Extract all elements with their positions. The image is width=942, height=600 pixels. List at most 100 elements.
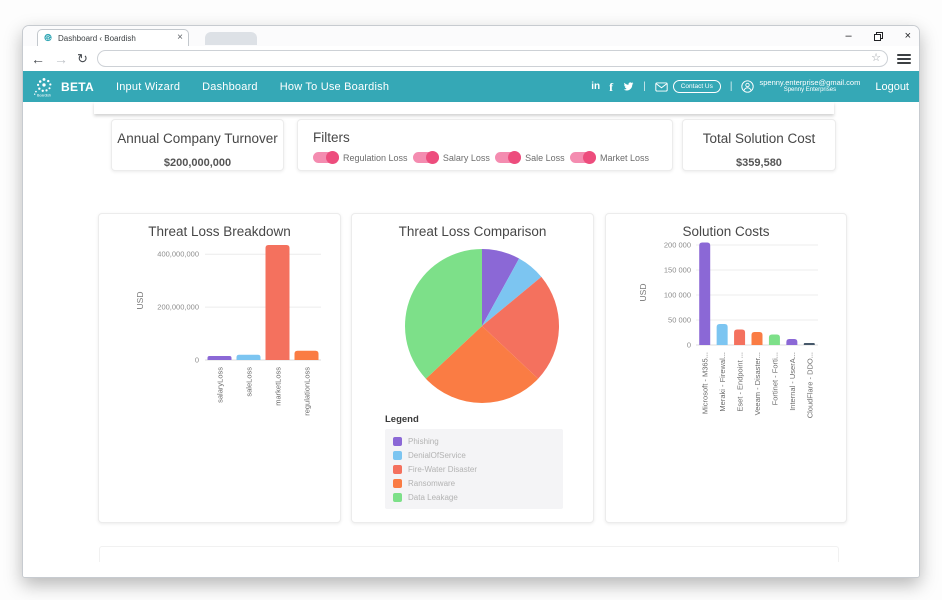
svg-text:saleLoss: saleLoss bbox=[245, 367, 254, 397]
svg-text:Eset - Endpoint ...: Eset - Endpoint ... bbox=[736, 352, 745, 412]
contact-us-button[interactable]: Contact Us bbox=[655, 80, 721, 93]
svg-text:Fortinet - Forti...: Fortinet - Forti... bbox=[770, 352, 779, 405]
forward-icon[interactable]: → bbox=[54, 50, 68, 67]
svg-text:USD: USD bbox=[135, 292, 145, 310]
reload-icon[interactable]: ↻ bbox=[77, 50, 88, 66]
browser-tab-bar: Dashboard ‹ Boardish × – × bbox=[23, 26, 919, 46]
browser-window: Dashboard ‹ Boardish × – × ← → ↻ ☆ bbox=[22, 25, 920, 578]
pie-legend: Legend Phishing DenialOfService Fire-Water… bbox=[385, 414, 563, 509]
nav-link-input-wizard[interactable]: Input Wizard bbox=[115, 80, 181, 93]
legend-title: Legend bbox=[385, 414, 419, 425]
solution-costs-chart: 0 50 000 100 000 150 000 200 000 USD Microsoft… bbox=[638, 241, 818, 418]
legend-item: Fire-Water Disaster bbox=[393, 462, 555, 476]
subheader-strip bbox=[94, 102, 834, 114]
linkedin-icon[interactable]: in bbox=[591, 80, 601, 92]
total-cost-title: Total Solution Cost bbox=[702, 131, 816, 146]
svg-text:USD: USD bbox=[638, 284, 648, 302]
user-avatar-icon bbox=[741, 80, 755, 93]
tab-close-icon[interactable]: × bbox=[177, 32, 183, 43]
svg-text:0: 0 bbox=[687, 341, 691, 350]
legend-item: Data Leakage bbox=[393, 490, 555, 504]
filter-salary-loss: Salary Loss bbox=[412, 151, 490, 164]
twitter-icon[interactable] bbox=[622, 81, 634, 92]
svg-text:50 000: 50 000 bbox=[668, 316, 691, 325]
svg-text:salaryLoss: salaryLoss bbox=[216, 367, 225, 403]
legend-label: Phishing bbox=[408, 436, 439, 446]
logout-link[interactable]: Logout bbox=[875, 80, 909, 93]
address-bar[interactable]: ☆ bbox=[96, 50, 888, 67]
filter-regulation-loss: Regulation Loss bbox=[313, 151, 408, 164]
beta-badge: BETA bbox=[61, 79, 94, 94]
legend-box: Phishing DenialOfService Fire-Water Disast… bbox=[385, 429, 563, 509]
sale-loss-toggle[interactable] bbox=[495, 151, 522, 164]
browser-menu-icon[interactable] bbox=[897, 53, 911, 64]
browser-toolbar: ← → ↻ ☆ bbox=[23, 46, 919, 71]
contact-us-label: Contact Us bbox=[672, 80, 721, 93]
threat-loss-breakdown-card: Threat Loss Breakdown 0 200,000,000 400,00… bbox=[98, 213, 341, 523]
threat-loss-breakdown-chart: 0 200,000,000 400,000,000 USD salaryLoss sale… bbox=[135, 244, 321, 416]
threat-loss-comparison-card: Threat Loss Comparison Legend Phishing De… bbox=[351, 213, 594, 523]
separator: | bbox=[729, 81, 733, 92]
market-loss-toggle[interactable] bbox=[569, 151, 596, 164]
svg-text:marketLoss: marketLoss bbox=[274, 367, 283, 406]
nav-link-dashboard[interactable]: Dashboard bbox=[202, 80, 258, 93]
legend-swatch bbox=[393, 464, 402, 474]
svg-text:CloudFlare - DDO...: CloudFlare - DDO... bbox=[805, 352, 814, 418]
mail-icon bbox=[655, 81, 668, 92]
legend-label: DenialOfService bbox=[408, 450, 466, 460]
svg-text:Boardish: Boardish bbox=[37, 93, 51, 97]
restore-icon[interactable] bbox=[873, 31, 883, 41]
separator: | bbox=[643, 81, 646, 92]
legend-label: Data Leakage bbox=[408, 492, 458, 502]
dashboard-page: Annual Company Turnover $200,000,000 Fil… bbox=[23, 102, 919, 577]
svg-text:400,000,000: 400,000,000 bbox=[157, 250, 199, 259]
browser-tab[interactable]: Dashboard ‹ Boardish × bbox=[37, 29, 189, 46]
solution-costs-card: Solution Costs 0 50 000 100 000 150 000 200 … bbox=[605, 213, 847, 523]
nav-link-how-to-use[interactable]: How To Use Boardish bbox=[279, 80, 390, 93]
svg-text:Microsoft - M365...: Microsoft - M365... bbox=[701, 352, 710, 414]
scrolled-out-card-edge bbox=[99, 546, 839, 562]
filters-title: Filters bbox=[313, 130, 350, 145]
facebook-icon[interactable]: f bbox=[609, 79, 614, 94]
filter-sale-loss: Sale Loss bbox=[495, 151, 565, 164]
threat-loss-breakdown-title: Threat Loss Breakdown bbox=[148, 224, 291, 239]
legend-item: Phishing bbox=[393, 434, 555, 448]
legend-label: Fire-Water Disaster bbox=[408, 464, 478, 474]
solution-costs-title: Solution Costs bbox=[682, 224, 770, 239]
window-controls: – × bbox=[845, 27, 911, 45]
user-account[interactable]: spenny.enterprise@gmail.com Spenny Enter… bbox=[741, 78, 860, 94]
annual-turnover-card: Annual Company Turnover $200,000,000 bbox=[111, 119, 284, 171]
annual-turnover-title: Annual Company Turnover bbox=[117, 131, 278, 146]
navbar-right: in f | Contact Us | bbox=[591, 78, 909, 94]
legend-swatch bbox=[393, 450, 402, 460]
salary-loss-toggle[interactable] bbox=[412, 151, 439, 164]
user-texts: spenny.enterprise@gmail.com Spenny Enter… bbox=[759, 78, 860, 94]
filter-market-loss: Market Loss bbox=[569, 151, 649, 164]
threat-loss-comparison-title: Threat Loss Comparison bbox=[398, 224, 547, 239]
brand[interactable]: Boardish BETA bbox=[33, 76, 94, 98]
filters-card: Filters Regulation Loss Salary Loss Sale… bbox=[297, 119, 673, 171]
bookmark-star-icon[interactable]: ☆ bbox=[871, 52, 881, 64]
regulation-loss-toggle[interactable] bbox=[313, 151, 339, 164]
threat-loss-comparison-pie bbox=[405, 249, 559, 403]
total-cost-value: $359,580 bbox=[736, 157, 782, 169]
back-icon[interactable]: ← bbox=[31, 50, 45, 67]
window-close-icon[interactable]: × bbox=[904, 29, 911, 42]
legend-swatch bbox=[393, 492, 402, 502]
tab-title: Dashboard ‹ Boardish bbox=[58, 33, 136, 43]
svg-text:regulationLoss: regulationLoss bbox=[303, 367, 312, 416]
svg-text:200,000,000: 200,000,000 bbox=[157, 303, 199, 312]
app-navbar: Boardish BETA Input Wizard Dashboard How… bbox=[23, 71, 919, 102]
svg-text:200 000: 200 000 bbox=[664, 241, 691, 250]
minimize-icon[interactable]: – bbox=[845, 29, 852, 42]
svg-text:Internal - UserA...: Internal - UserA... bbox=[788, 352, 797, 411]
total-solution-cost-card: Total Solution Cost $359,580 bbox=[682, 119, 836, 171]
svg-text:150 000: 150 000 bbox=[664, 266, 691, 275]
boardish-logo-icon: Boardish bbox=[34, 77, 52, 97]
legend-item: Ransomware bbox=[393, 476, 555, 490]
legend-swatch bbox=[393, 436, 402, 446]
new-tab-button[interactable] bbox=[205, 32, 257, 45]
svg-text:0: 0 bbox=[195, 356, 199, 365]
legend-label: Ransomware bbox=[408, 478, 456, 488]
